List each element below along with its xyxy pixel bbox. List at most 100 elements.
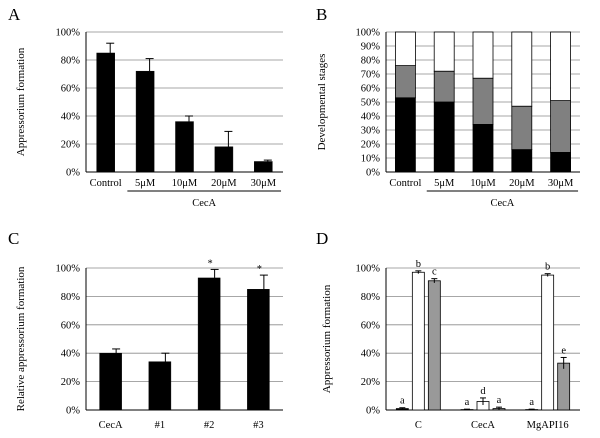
significance-label: a [400,396,405,407]
bar-segment [394,31,416,66]
significance-label: a [465,397,470,408]
y-tick-label: 40% [61,349,81,360]
group-label: CecA [490,198,514,209]
bar-segment [394,97,416,173]
y-tick-label: 40% [61,112,81,123]
bar [557,362,571,411]
y-axis-label: Developmental stages [316,54,328,151]
bar-segment [550,100,571,153]
significance-label: b [416,259,421,270]
x-tick-label: 5μM [135,178,156,189]
panel-letter: B [316,5,327,24]
x-tick-label: 20μM [509,178,535,189]
y-tick-label: 40% [361,112,381,123]
bar [135,70,155,173]
y-tick-label: 20% [61,140,81,151]
bar-segment [433,101,455,173]
y-tick-label: 0% [366,406,380,417]
bar [427,280,441,411]
y-tick-label: 100% [56,28,81,39]
y-tick-label: 100% [56,264,81,275]
y-tick-label: 60% [61,84,81,95]
bar-segment [511,31,533,107]
y-tick-label: 40% [361,349,381,360]
y-tick-label: 70% [361,70,381,81]
bar [247,289,270,411]
bar-segment [550,31,571,101]
y-tick-label: 60% [361,84,381,95]
x-tick-label: 30μM [548,178,574,189]
significance-marker: * [208,258,213,269]
bar [99,352,122,411]
panel-letter: A [8,5,21,24]
significance-label: d [480,386,486,397]
significance-label: a [497,395,502,406]
x-tick-label: 5μM [434,178,455,189]
panel-letter: D [316,229,328,248]
significance-label: b [545,262,550,273]
x-tick-label: MgAPI16 [527,420,569,431]
bar [214,146,234,173]
y-tick-label: 60% [61,320,81,331]
y-tick-label: 50% [361,98,381,109]
bar-segment [550,151,571,173]
y-tick-label: 30% [361,126,381,137]
y-tick-label: 80% [61,292,81,303]
panel-letter: C [8,229,19,248]
significance-label: c [432,267,437,278]
panel-c: C 0% 20% 40% 60% 80% 100% Relative appressorium… [8,229,283,431]
x-tick-label: Control [389,178,421,189]
bar [148,361,172,411]
x-tick-label: #1 [155,420,166,431]
bar-segment [472,31,494,79]
bar-segment [511,105,533,150]
x-tick-label: Control [90,178,122,189]
y-tick-label: 20% [61,377,81,388]
bar-segment [433,31,455,72]
significance-label: a [529,397,534,408]
y-axis-label: Appressorium formation [321,284,333,393]
x-tick-label: 30μM [251,178,277,189]
y-tick-label: 10% [361,154,381,165]
y-tick-label: 60% [361,320,381,331]
bar [96,52,115,173]
y-tick-label: 100% [356,28,381,39]
y-tick-label: 0% [66,406,80,417]
y-tick-label: 100% [356,264,381,275]
x-tick-label: C [415,420,422,431]
panel-a: A 0% 20% 40% 60% 80% 100% Appressorium formatio… [8,5,283,209]
x-tick-label: CecA [471,420,495,431]
y-tick-label: 0% [66,168,80,179]
bar [197,277,221,411]
y-tick-label: 90% [361,42,381,53]
bar [175,121,194,173]
bar-segment [472,77,494,125]
bar [541,274,555,411]
y-tick-label: 20% [361,140,381,151]
bar-segment [511,149,533,173]
x-tick-label: CecA [99,420,123,431]
y-tick-label: 80% [61,56,81,67]
group-label: CecA [192,198,216,209]
bar [254,161,273,173]
y-axis-label: Appressorium formation [15,47,27,156]
significance-marker: * [257,264,262,275]
x-tick-label: 20μM [211,178,237,189]
bar [411,271,425,411]
panel-b: B 0% 10% 20% 30% 40% 50% 60% 70% 80% 90% 100% Develo… [316,5,580,209]
x-tick-label: 10μM [470,178,496,189]
bar-segment [433,70,455,103]
panel-d: D 0% 20% 40% 60% 80% 100% Appressorium formatio… [316,229,580,431]
x-tick-label: #2 [204,420,215,431]
x-tick-label: #3 [253,420,264,431]
y-tick-label: 0% [366,168,380,179]
bar-segment [394,65,416,99]
y-tick-label: 80% [361,292,381,303]
significance-label: e [561,345,566,356]
x-tick-label: 10μM [172,178,198,189]
bar-segment [472,124,494,173]
y-axis-label: Relative appressorium formation [15,266,27,411]
y-tick-label: 20% [361,377,381,388]
y-tick-label: 80% [361,56,381,67]
